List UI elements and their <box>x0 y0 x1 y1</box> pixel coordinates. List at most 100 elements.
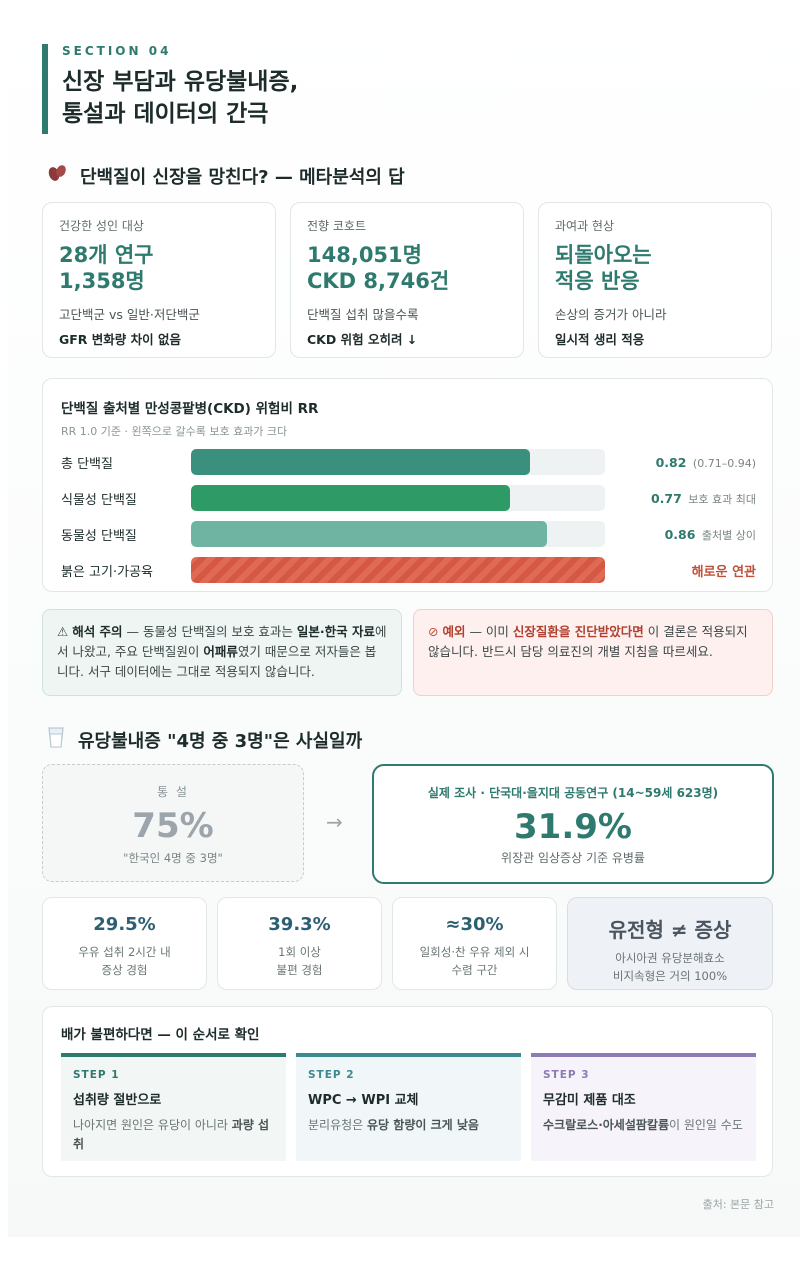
stat-card-emphasis: GFR 변화량 차이 없음 <box>59 332 181 347</box>
section-label: SECTION 04 <box>62 44 172 58</box>
step-text: 나아지면 원인은 유당이 아니라 과량 섭취 <box>73 1116 274 1154</box>
exception-note: ⊘ 예외 — 이미 신장질환을 진단받았다면 이 결론은 적용되지 않습니다. … <box>413 609 773 696</box>
kidney-beans-icon <box>46 162 68 189</box>
note-bold: 어패류 <box>203 644 238 659</box>
stat-value-line-1: 되돌아오는 <box>555 243 652 267</box>
mini-stat-value: 유전형 ≠ 증상 <box>608 918 732 942</box>
step-text: 분리유청은 유당 함량이 크게 낮음 <box>308 1116 509 1135</box>
step-text-part: 이 원인일 수도 <box>669 1118 743 1132</box>
chart-bar-row: 동물성 단백질 0.86 출처별 상이 <box>61 521 756 547</box>
step-heading: 섭취량 절반으로 <box>73 1093 162 1108</box>
mini-desc-line: 증상 경험 <box>101 963 148 977</box>
step-number: STEP 1 <box>73 1069 120 1081</box>
step-heading: 무감미 제품 대조 <box>543 1093 636 1108</box>
mini-desc-line: 우유 섭취 2시간 내 <box>78 945 171 959</box>
chart-bar <box>191 449 530 475</box>
myth-desc: "한국인 4명 중 3명" <box>123 851 223 865</box>
chart-value-note: 출처별 상이 <box>698 529 756 542</box>
step-1: STEP 1 섭취량 절반으로 나아지면 원인은 유당이 아니라 과량 섭취 <box>61 1053 286 1161</box>
step-heading: WPC → WPI 교체 <box>308 1093 419 1108</box>
chart-category-label: 동물성 단백질 <box>61 529 137 544</box>
ckd-risk-chart: 단백질 출처별 만성콩팥병(CKD) 위험비 RR RR 1.0 기준 · 왼쪽… <box>42 378 773 592</box>
chart-value: 0.77 <box>650 491 682 506</box>
chart-bar-track <box>191 521 605 547</box>
myth-card: 통 설 75% "한국인 4명 중 3명" <box>42 764 304 882</box>
note-lead: 해석 주의 <box>72 624 123 639</box>
stat-card-sub: 손상의 증거가 아니라 <box>555 307 667 322</box>
myth-label: 통 설 <box>157 785 189 799</box>
step-text-bold: 과량 섭취 <box>73 1118 270 1151</box>
stat-card-value: 되돌아오는 적응 반응 <box>555 242 755 294</box>
stat-value-line-1: 28개 연구 <box>59 243 154 267</box>
step-text-part: 나아지면 원인은 유당이 아니라 <box>73 1118 232 1132</box>
note-bold: 일본·한국 자료 <box>296 624 376 639</box>
milk-glass-icon <box>46 726 66 753</box>
chart-bar-row: 붉은 고기·가공육 해로운 연관 <box>61 557 756 583</box>
stat-card-hyperfiltration: 과여과 현상 되돌아오는 적응 반응 손상의 증거가 아니라 일시적 생리 적응 <box>538 202 772 358</box>
lactose-section-title: 유당불내증 "4명 중 3명"은 사실일까 <box>46 726 362 753</box>
note-text: — 동물성 단백질의 보호 효과는 <box>122 624 297 639</box>
check-steps-card: 배가 불편하다면 — 이 순서로 확인 STEP 1 섭취량 절반으로 나아지면… <box>42 1006 773 1177</box>
myth-value: 75% <box>132 806 214 846</box>
fact-desc: 위장관 임상증상 기준 유병률 <box>501 851 645 865</box>
mini-desc-line: 1회 이상 <box>278 945 321 959</box>
stat-value-line-2: CKD 8,746건 <box>307 269 450 293</box>
chart-value-label: 0.86 출처별 상이 <box>665 527 756 543</box>
source-note: 출처: 본문 참고 <box>702 1198 774 1211</box>
lactose-section-title-text: 유당불내증 "4명 중 3명"은 사실일까 <box>78 730 363 752</box>
stat-card-label: 건강한 성인 대상 <box>59 219 144 233</box>
chart-value-label: 0.77 보호 효과 최대 <box>651 491 756 507</box>
protein-section-title-text: 단백질이 신장을 망친다? — 메타분석의 답 <box>80 166 405 188</box>
chart-value-label: 0.82 (0.71–0.94) <box>656 455 756 470</box>
mini-stat-value: ≈30% <box>445 914 504 935</box>
mini-desc-line: 비지속형은 거의 100% <box>612 969 728 983</box>
chart-value-note: (0.71–0.94) <box>689 457 756 470</box>
step-3: STEP 3 무감미 제품 대조 수크랄로스·아세설팜칼륨이 원인일 수도 <box>531 1053 756 1161</box>
note-text: 였기 때문으로 저자들은 봅니다. 서구 데이터에는 그대로 적용되지 않습니다… <box>57 644 377 679</box>
stat-card-emphasis: 일시적 생리 적응 <box>555 332 645 347</box>
mini-desc-line: 아시아권 유당분해효소 <box>615 951 725 965</box>
mini-desc-line: 수렴 구간 <box>451 963 498 977</box>
mini-desc-line: 일회성·찬 우유 제외 시 <box>419 945 530 959</box>
interpretation-warning-note: ⚠ 해석 주의 — 동물성 단백질의 보호 효과는 일본·한국 자료에서 나왔고… <box>42 609 402 696</box>
mini-stat-card: 29.5% 우유 섭취 2시간 내 증상 경험 <box>42 897 207 990</box>
title-line-1: 신장 부담과 유당불내증, <box>62 69 299 95</box>
chart-value-label: 해로운 연관 <box>691 565 756 580</box>
note-text: 이 결론은 적용되지 않습니다. 반드시 담당 의료진의 개별 지침을 따르세요… <box>428 624 748 659</box>
fact-label: 실제 조사 · 단국대·을지대 공동연구 (14~59세 623명) <box>427 786 719 800</box>
note-bold: 신장질환을 진단받았다면 <box>512 624 644 639</box>
fact-value: 31.9% <box>514 807 632 847</box>
stat-card-value: 28개 연구 1,358명 <box>59 242 259 294</box>
chart-value: 0.86 <box>664 527 696 542</box>
stat-card-emphasis: CKD 위험 오히려 ↓ <box>307 332 418 347</box>
stat-card-label: 전향 코호트 <box>307 219 367 233</box>
title-line-2: 통설과 데이터의 간극 <box>62 101 269 127</box>
chart-bar <box>191 485 510 511</box>
chart-category-label: 식물성 단백질 <box>61 493 137 508</box>
stat-card-cohort: 전향 코호트 148,051명 CKD 8,746건 단백질 섭취 많을수록 C… <box>290 202 524 358</box>
chart-subtitle: RR 1.0 기준 · 왼쪽으로 갈수록 보호 효과가 크다 <box>61 425 288 438</box>
stat-value-line-2: 1,358명 <box>59 269 145 293</box>
stat-card-sub: 고단백군 vs 일반·저단백군 <box>59 307 200 322</box>
infographic-page: SECTION 04 신장 부담과 유당불내증, 통설과 데이터의 간극 단백질… <box>8 8 800 1237</box>
protein-section-title: 단백질이 신장을 망친다? — 메타분석의 답 <box>46 162 405 189</box>
mini-stat-value: 39.3% <box>268 914 331 935</box>
step-text-bold: 유당 함량이 크게 낮음 <box>367 1118 479 1132</box>
warning-icon: ⚠ <box>57 624 69 639</box>
note-text: — 이미 <box>465 624 513 639</box>
stat-card-sub: 단백질 섭취 많을수록 <box>307 307 419 322</box>
stat-card-label: 과여과 현상 <box>555 219 615 233</box>
fact-card: 실제 조사 · 단국대·을지대 공동연구 (14~59세 623명) 31.9%… <box>372 764 774 884</box>
step-text-part: 분리유청은 <box>308 1118 368 1132</box>
chart-bar <box>191 557 605 583</box>
note-text: 에서 나왔고, 주요 단백질원이 <box>57 624 387 659</box>
prohibited-icon: ⊘ <box>428 624 439 639</box>
stat-value-line-2: 적응 반응 <box>555 269 640 293</box>
stat-value-line-1: 148,051명 <box>307 243 422 267</box>
chart-bar <box>191 521 547 547</box>
page-title: 신장 부담과 유당불내증, 통설과 데이터의 간극 <box>62 66 298 130</box>
